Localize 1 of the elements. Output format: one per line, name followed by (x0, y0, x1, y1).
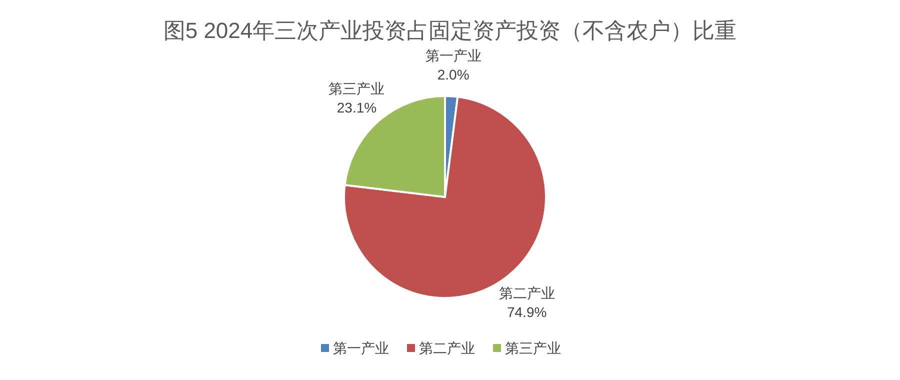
title: 图5 2024年三次产业投资占固定资产投资（不含农户）比重 (163, 18, 737, 43)
